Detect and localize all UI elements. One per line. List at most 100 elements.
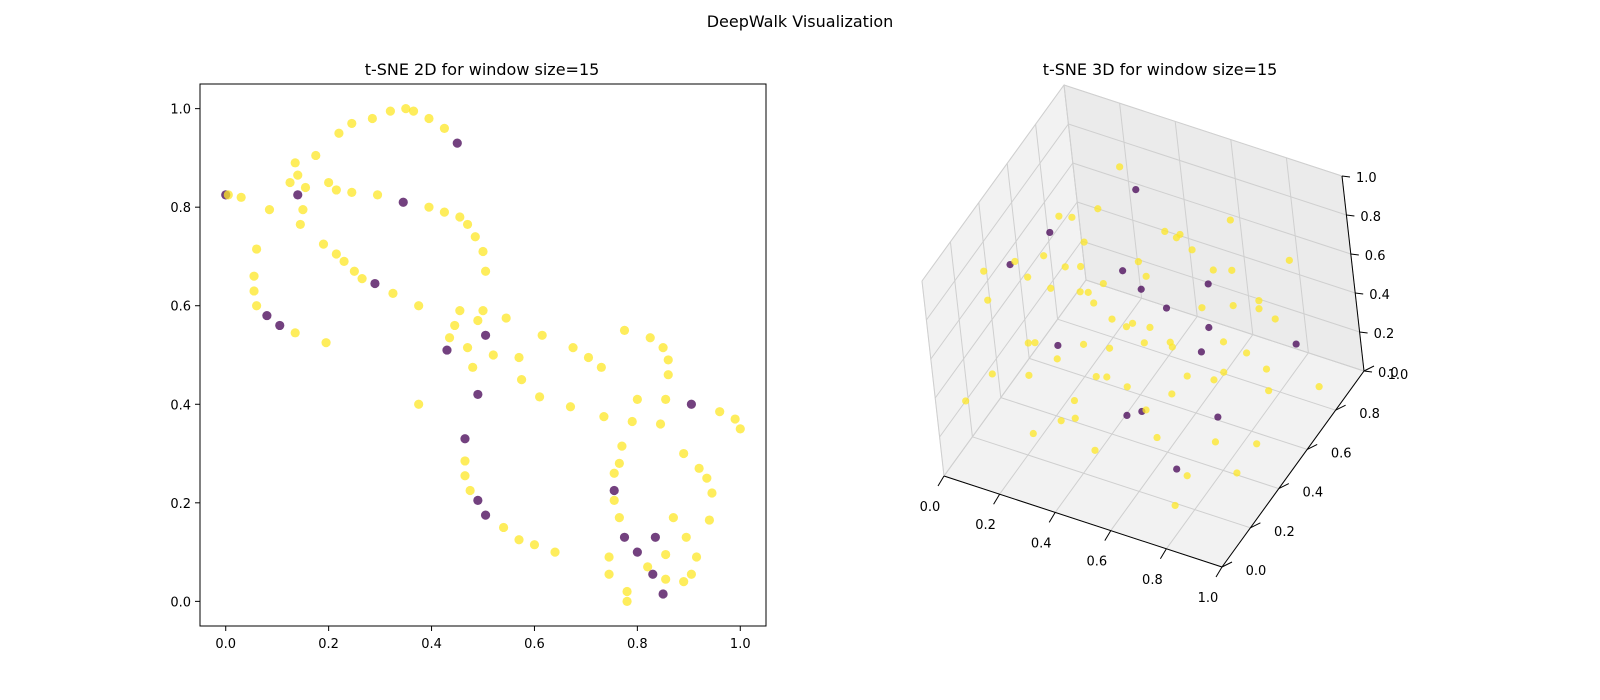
x-tick-label: 0.0 bbox=[920, 500, 941, 515]
scatter-point bbox=[1134, 258, 1143, 266]
scatter-point bbox=[1091, 446, 1099, 454]
scatter-point bbox=[1211, 438, 1220, 446]
scatter-point bbox=[249, 286, 259, 296]
scatter-point bbox=[298, 205, 308, 215]
scatter-point bbox=[488, 350, 498, 360]
grid-line bbox=[921, 280, 945, 477]
x-tick bbox=[1215, 566, 1223, 578]
scatter-point bbox=[679, 577, 689, 587]
scatter-point bbox=[535, 392, 545, 402]
scatter-point bbox=[398, 197, 408, 207]
scatter-point bbox=[1219, 338, 1228, 346]
scatter-point bbox=[1271, 315, 1279, 323]
chart-3d-axes: 0.00.20.40.60.81.00.00.20.40.60.81.00.00… bbox=[920, 171, 1409, 606]
y-tick-label: 0.4 bbox=[170, 398, 191, 413]
scatter-point bbox=[650, 532, 660, 542]
scatter-point bbox=[347, 187, 357, 197]
scatter-point bbox=[452, 138, 462, 148]
grid-line bbox=[1057, 318, 1336, 411]
chart-3d-panes bbox=[921, 83, 1365, 568]
scatter-point bbox=[414, 301, 424, 311]
x-tick-label: 0.8 bbox=[627, 637, 648, 652]
scatter-point bbox=[1137, 285, 1145, 293]
scatter-point bbox=[450, 320, 460, 331]
scatter-point bbox=[1079, 340, 1088, 348]
scatter-point bbox=[604, 569, 614, 579]
scatter-point bbox=[414, 399, 424, 409]
scatter-point bbox=[679, 448, 689, 459]
x-tick-label: 1.0 bbox=[1198, 591, 1219, 606]
scatter-point bbox=[460, 434, 470, 444]
scatter-point bbox=[470, 232, 480, 242]
scatter-point bbox=[583, 352, 594, 363]
scatter-point bbox=[1210, 376, 1218, 384]
scatter-point bbox=[455, 306, 465, 316]
x-tick bbox=[1159, 548, 1167, 560]
scatter-point bbox=[668, 513, 678, 523]
y-axis-line bbox=[1221, 370, 1365, 568]
scatter-point bbox=[1161, 227, 1169, 235]
scatter-point bbox=[735, 424, 745, 434]
scatter-point bbox=[658, 343, 668, 353]
scatter-point bbox=[293, 190, 303, 200]
scatter-point bbox=[275, 320, 285, 331]
scatter-point bbox=[565, 402, 576, 412]
scatter-point bbox=[311, 150, 321, 161]
scatter-point bbox=[408, 106, 419, 116]
scatter-point bbox=[321, 338, 331, 348]
scatter-point bbox=[223, 190, 233, 200]
grid-line bbox=[999, 297, 1143, 495]
chart-2d-points bbox=[221, 104, 745, 606]
scatter-point bbox=[1099, 279, 1107, 288]
grid-line bbox=[1077, 201, 1356, 294]
scatter-point bbox=[1080, 238, 1088, 246]
y-tick-label: 0.8 bbox=[1359, 407, 1380, 422]
scatter-point bbox=[424, 113, 434, 124]
z-tick-label: 0.0 bbox=[1378, 366, 1399, 381]
scatter-point bbox=[1084, 288, 1092, 296]
scatter-point bbox=[529, 540, 540, 550]
chart-2d-ticks: 0.0 0.2 0.4 0.6 0.8 1.0 0.0 0.2 0.4 0.6 0.8 1.0 bbox=[170, 103, 750, 652]
scatter-point bbox=[1076, 288, 1084, 296]
z-tick bbox=[1350, 253, 1359, 256]
scatter-point bbox=[1024, 273, 1032, 281]
scatter-point bbox=[236, 192, 246, 202]
scatter-point bbox=[1205, 323, 1213, 332]
scatter-point bbox=[334, 128, 344, 138]
scatter-point bbox=[1183, 372, 1191, 380]
scatter-point bbox=[290, 328, 300, 338]
y-tick bbox=[1335, 404, 1346, 411]
scatter-point bbox=[1029, 429, 1037, 438]
scatter-point bbox=[514, 535, 524, 545]
scatter-point bbox=[1076, 262, 1085, 271]
scatter-point bbox=[962, 397, 970, 405]
scatter-point bbox=[619, 532, 630, 542]
y-tick-label: 0.4 bbox=[1302, 486, 1323, 501]
grid-line bbox=[1119, 103, 1143, 299]
scatter-point bbox=[643, 562, 653, 572]
grid-line bbox=[1072, 162, 1351, 255]
y-tick bbox=[1221, 561, 1233, 568]
scatter-point bbox=[609, 468, 619, 478]
scatter-point bbox=[462, 343, 473, 353]
scatter-point bbox=[357, 274, 367, 284]
scatter-point bbox=[648, 569, 658, 579]
scatter-point bbox=[290, 158, 300, 168]
y-tick-label: 0.0 bbox=[170, 595, 191, 610]
x-tick-label: 0.2 bbox=[318, 637, 339, 652]
scatter-point bbox=[1265, 387, 1273, 395]
scatter-point bbox=[1119, 267, 1127, 275]
y-tick bbox=[1363, 365, 1375, 372]
scatter-point bbox=[704, 515, 715, 525]
chart-2d: t-SNE 2D for window size=15 0.0 0.2 0.4 0.6… bbox=[170, 60, 767, 652]
grid-line bbox=[1165, 352, 1309, 550]
scatter-point bbox=[622, 596, 632, 606]
scatter-point bbox=[468, 362, 478, 372]
scatter-point bbox=[1168, 390, 1176, 398]
grid-line bbox=[949, 241, 973, 437]
scatter-point bbox=[1071, 414, 1079, 422]
scatter-point bbox=[516, 375, 527, 385]
scatter-point bbox=[614, 458, 624, 468]
chart-2d-axes-frame bbox=[199, 83, 767, 627]
scatter-point bbox=[984, 296, 992, 304]
